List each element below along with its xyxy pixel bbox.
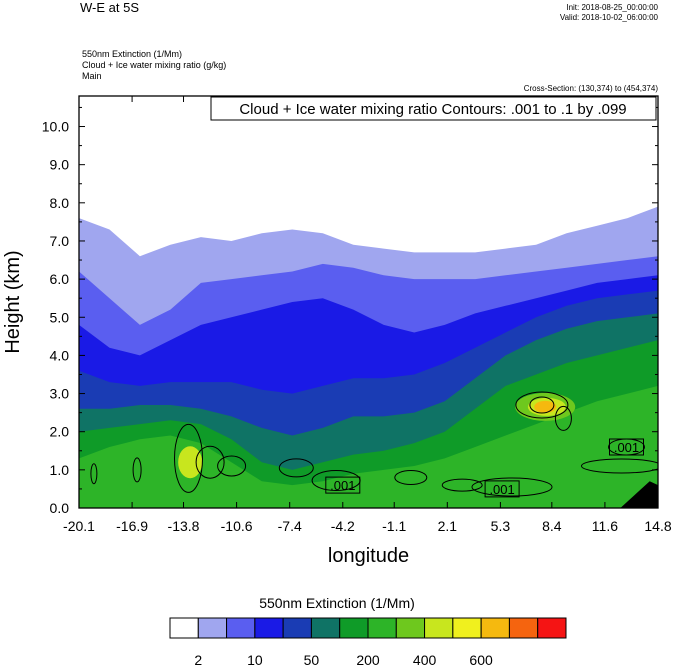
- contour-label-box: [609, 438, 644, 456]
- contour-line: [174, 423, 203, 493]
- colorbar-tick-label: 10: [247, 652, 263, 667]
- contour-line: [581, 458, 658, 474]
- colorbar-swatch: [226, 617, 256, 639]
- contour-line: [441, 478, 483, 492]
- contour-line: [554, 405, 572, 431]
- x-tick-label: -10.6: [221, 518, 253, 534]
- contour-label: .001: [489, 482, 514, 497]
- x-tick-label: 5.3: [491, 518, 511, 534]
- colorbar-tick-label: 2: [194, 652, 202, 667]
- plot-frame: [78, 95, 659, 509]
- field-label: 550nm Extinction (1/Mm): [82, 49, 183, 59]
- plot-title: W-E at 5S: [80, 0, 140, 15]
- contour-info: Cloud + Ice water mixing ratio Contours:…: [210, 96, 657, 121]
- contour-line: [278, 458, 314, 478]
- colorbar-swatch: [395, 617, 426, 639]
- colorbar-swatch: [310, 617, 341, 639]
- contour-line: [195, 445, 225, 479]
- colorbar-swatch: [480, 617, 510, 639]
- x-tick-label: 11.6: [592, 518, 618, 534]
- colorbar-swatch: [282, 617, 312, 639]
- terrain: [620, 481, 658, 508]
- y-tick-label: 5.0: [50, 309, 70, 325]
- valid-time: Valid: 2018-10-02_06:00:00: [559, 13, 658, 22]
- y-tick-label: 1.0: [50, 462, 70, 478]
- colorbar-swatch: [537, 617, 567, 639]
- y-tick-label: 9.0: [50, 157, 70, 173]
- colorbar-swatch: [197, 617, 228, 639]
- mixing-ratio-contours: .001 .001 .001: [90, 391, 658, 498]
- contour-line: [132, 457, 142, 483]
- contour-label-box: [484, 480, 520, 498]
- contour-info-text: Cloud + Ice water mixing ratio Contours:…: [239, 101, 626, 118]
- extinction-peak: [178, 446, 203, 479]
- y-tick-label: 6.0: [50, 271, 70, 287]
- colorbar-swatch: [339, 617, 369, 639]
- y-tick-label: 0.0: [50, 500, 70, 516]
- overlay-label: Cloud + Ice water mixing ratio (g/kg): [82, 60, 227, 70]
- colorbar-tick-label: 50: [304, 652, 320, 667]
- colorbar-swatch: [367, 617, 397, 639]
- contour-line: [529, 396, 555, 414]
- contour-line: [471, 477, 553, 497]
- x-tick-label: 8.4: [542, 518, 562, 534]
- contour-line: [515, 391, 569, 419]
- colorbar-tick-label: 400: [413, 652, 437, 667]
- extinction-field: [79, 96, 658, 508]
- x-tick-label: 14.8: [644, 518, 671, 534]
- run-name: Main: [82, 71, 102, 81]
- cross-section-label: Cross-Section: (130,374) to (454,374): [523, 84, 658, 93]
- colorbar-swatch: [452, 617, 482, 639]
- contour-label: .001: [330, 478, 355, 493]
- colorbar-swatch: [169, 617, 199, 639]
- colorbar-tick-label: 600: [469, 652, 493, 667]
- contour-line: [394, 470, 428, 485]
- extinction-layer: [79, 385, 658, 508]
- x-tick-label: -13.8: [168, 518, 200, 534]
- y-tick-label: 2.0: [50, 424, 70, 440]
- y-tick-label: 8.0: [50, 195, 70, 211]
- colorbar-swatch: [254, 617, 284, 639]
- y-tick-label: 4.0: [50, 347, 70, 363]
- x-tick-label: -7.4: [278, 518, 302, 534]
- colorbar-title: 550nm Extinction (1/Mm): [259, 595, 415, 611]
- x-tick-label: 2.1: [438, 518, 458, 534]
- y-tick-label: 7.0: [50, 233, 70, 249]
- x-axis-label: longitude: [328, 545, 409, 567]
- contour-label: .001: [614, 440, 639, 455]
- colorbar-tick-label: 200: [356, 652, 380, 667]
- x-tick-label: -4.2: [331, 518, 355, 534]
- contour-line: [90, 463, 98, 485]
- contour-label-box: [325, 476, 361, 494]
- contour-line: [217, 455, 247, 477]
- y-tick-label: 10.0: [42, 119, 69, 135]
- x-tick-label: -20.1: [63, 518, 95, 534]
- colorbar-swatch: [424, 617, 454, 639]
- init-time: Init: 2018-08-25_00:00:00: [566, 3, 658, 12]
- x-tick-label: -16.9: [116, 518, 148, 534]
- y-tick-label: 3.0: [50, 386, 70, 402]
- colorbar-swatch: [508, 617, 539, 639]
- colorbar: 2 10 50 200 400 600: [169, 617, 567, 667]
- y-axis-label: Height (km): [2, 250, 24, 353]
- x-tick-label: -1.1: [382, 518, 406, 534]
